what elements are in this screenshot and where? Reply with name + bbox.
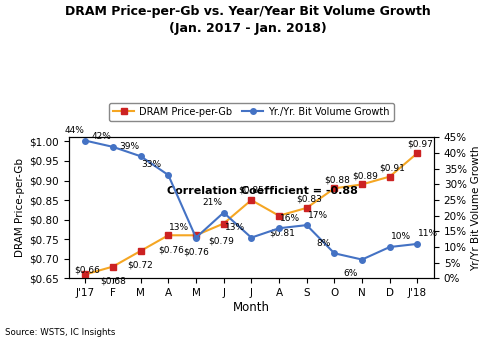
Text: 42%: 42% — [92, 132, 112, 141]
Text: 10%: 10% — [391, 233, 411, 241]
Text: 11%: 11% — [419, 230, 438, 238]
DRAM Price-per-Gb — [304, 206, 310, 210]
Y-axis label: DRAM Price-per-Gb: DRAM Price-per-Gb — [15, 158, 25, 257]
Text: $0.79: $0.79 — [208, 236, 234, 245]
Yr./Yr. Bit Volume Growth — [110, 145, 116, 149]
DRAM Price-per-Gb — [359, 182, 365, 186]
Text: $0.91: $0.91 — [379, 163, 405, 173]
Text: 13%: 13% — [225, 223, 245, 232]
Text: 33%: 33% — [141, 160, 162, 170]
DRAM Price-per-Gb — [414, 151, 420, 155]
Text: $0.66: $0.66 — [74, 265, 100, 274]
Text: DRAM Price-per-Gb vs. Year/Year Bit Volume Growth: DRAM Price-per-Gb vs. Year/Year Bit Volu… — [65, 5, 431, 18]
Y-axis label: Yr/Yr Bit Volume Growth: Yr/Yr Bit Volume Growth — [471, 145, 481, 271]
Text: $0.72: $0.72 — [128, 261, 153, 270]
Line: Yr./Yr. Bit Volume Growth: Yr./Yr. Bit Volume Growth — [82, 138, 420, 262]
DRAM Price-per-Gb — [276, 214, 282, 218]
DRAM Price-per-Gb — [165, 233, 171, 237]
Text: $0.68: $0.68 — [100, 276, 126, 285]
X-axis label: Month: Month — [233, 301, 270, 314]
Yr./Yr. Bit Volume Growth — [82, 139, 88, 143]
Yr./Yr. Bit Volume Growth — [276, 226, 282, 230]
Text: $0.88: $0.88 — [324, 175, 350, 184]
DRAM Price-per-Gb — [248, 198, 254, 202]
Text: $0.76: $0.76 — [183, 248, 209, 257]
Yr./Yr. Bit Volume Growth — [359, 258, 365, 262]
DRAM Price-per-Gb — [110, 264, 116, 268]
Yr./Yr. Bit Volume Growth — [221, 211, 227, 215]
Yr./Yr. Bit Volume Growth — [165, 173, 171, 177]
Yr./Yr. Bit Volume Growth — [248, 236, 254, 240]
Text: 39%: 39% — [120, 142, 139, 151]
Text: 13%: 13% — [169, 223, 189, 232]
Yr./Yr. Bit Volume Growth — [387, 245, 393, 249]
Text: 16%: 16% — [280, 214, 300, 223]
Text: Correlation Coefficient = -0.88: Correlation Coefficient = -0.88 — [167, 186, 358, 196]
Text: $0.76: $0.76 — [158, 245, 184, 254]
DRAM Price-per-Gb — [193, 233, 199, 237]
DRAM Price-per-Gb — [387, 175, 393, 179]
DRAM Price-per-Gb — [137, 249, 143, 253]
Line: DRAM Price-per-Gb: DRAM Price-per-Gb — [82, 149, 421, 278]
Legend: DRAM Price-per-Gb, Yr./Yr. Bit Volume Growth: DRAM Price-per-Gb, Yr./Yr. Bit Volume Gr… — [109, 103, 394, 121]
Yr./Yr. Bit Volume Growth — [193, 236, 199, 240]
Yr./Yr. Bit Volume Growth — [137, 154, 143, 158]
Yr./Yr. Bit Volume Growth — [331, 251, 337, 255]
DRAM Price-per-Gb — [331, 186, 337, 191]
Text: (Jan. 2017 - Jan. 2018): (Jan. 2017 - Jan. 2018) — [169, 22, 327, 35]
Text: 8%: 8% — [316, 239, 330, 248]
Text: $0.89: $0.89 — [352, 171, 378, 180]
Text: $0.81: $0.81 — [269, 228, 295, 237]
DRAM Price-per-Gb — [221, 221, 227, 225]
DRAM Price-per-Gb — [82, 272, 88, 276]
Text: 17%: 17% — [308, 211, 328, 220]
Text: $0.83: $0.83 — [297, 195, 322, 204]
Text: 6%: 6% — [344, 269, 358, 278]
Text: Source: WSTS, IC Insights: Source: WSTS, IC Insights — [5, 328, 116, 337]
Text: 44%: 44% — [64, 126, 84, 135]
Yr./Yr. Bit Volume Growth — [414, 242, 420, 246]
Yr./Yr. Bit Volume Growth — [304, 223, 310, 227]
Text: 21%: 21% — [202, 198, 223, 207]
Text: $0.85: $0.85 — [239, 185, 264, 195]
Text: $0.97: $0.97 — [407, 140, 433, 149]
